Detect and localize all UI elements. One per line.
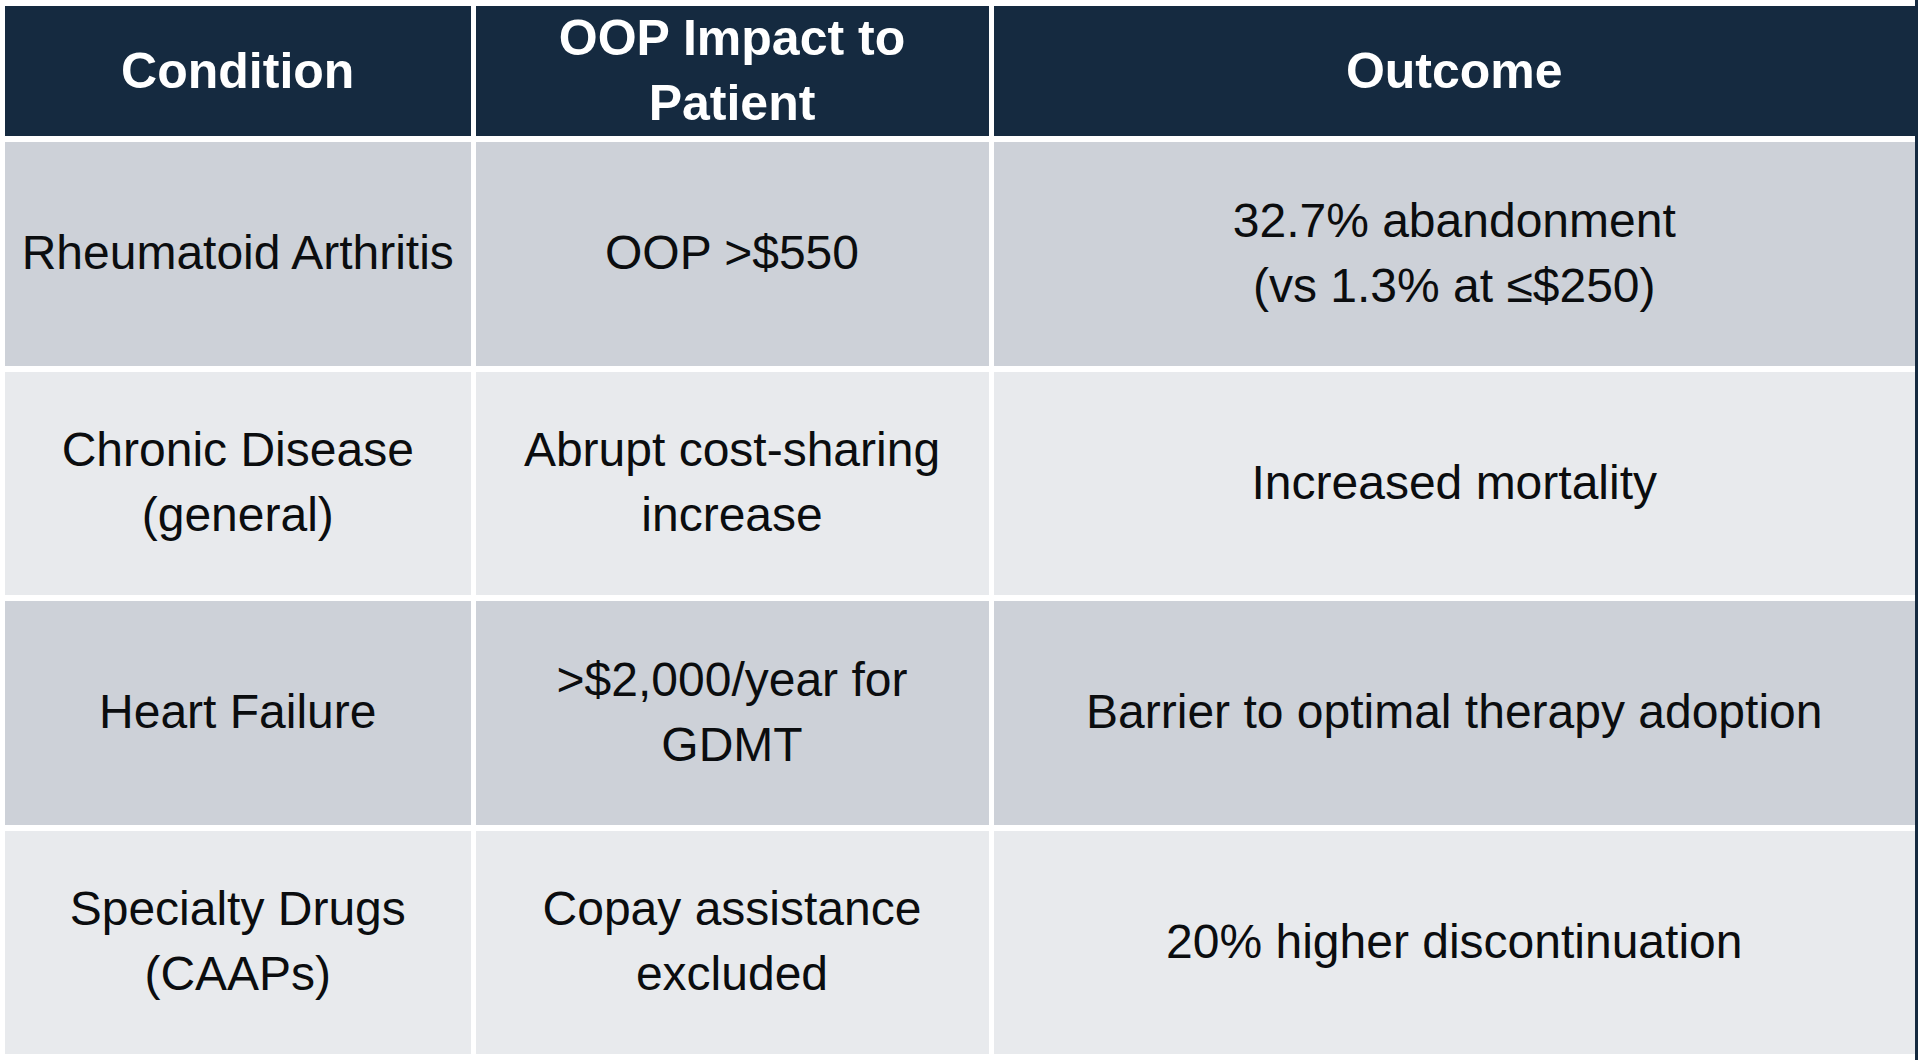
impact-cell: Abrupt cost-sharing increase <box>476 372 989 596</box>
condition-cell: Heart Failure <box>5 601 471 825</box>
impact-cell: >$2,000/year for GDMT <box>476 601 989 825</box>
condition-cell: Chronic Disease (general) <box>5 372 471 596</box>
table-row: Heart Failure >$2,000/year for GDMT Barr… <box>5 601 1915 825</box>
outcome-cell: Increased mortality <box>994 372 1916 596</box>
outcome-cell: 20% higher discontinuation <box>994 831 1916 1055</box>
column-header-condition: Condition <box>5 6 471 136</box>
screen-right-edge-line <box>1915 0 1918 1060</box>
outcome-cell: Barrier to optimal therapy adoption <box>994 601 1916 825</box>
table-row: Chronic Disease (general) Abrupt cost-sh… <box>5 372 1915 596</box>
header-row: Condition OOP Impact to Patient Outcome <box>5 6 1915 136</box>
condition-cell: Rheumatoid Arthritis <box>5 142 471 366</box>
table-row: Rheumatoid Arthritis OOP >$550 32.7% aba… <box>5 142 1915 366</box>
condition-cell: Specialty Drugs (CAAPs) <box>5 831 471 1055</box>
oop-impact-table: Condition OOP Impact to Patient Outcome … <box>0 0 1920 1060</box>
impact-cell: Copay assistance excluded <box>476 831 989 1055</box>
column-header-oop-impact: OOP Impact to Patient <box>476 6 989 136</box>
table-row: Specialty Drugs (CAAPs) Copay assistance… <box>5 831 1915 1055</box>
impact-cell: OOP >$550 <box>476 142 989 366</box>
outcome-cell: 32.7% abandonment (vs 1.3% at ≤$250) <box>994 142 1916 366</box>
slide-table-card: Condition OOP Impact to Patient Outcome … <box>0 0 1920 1060</box>
column-header-outcome: Outcome <box>994 6 1916 136</box>
